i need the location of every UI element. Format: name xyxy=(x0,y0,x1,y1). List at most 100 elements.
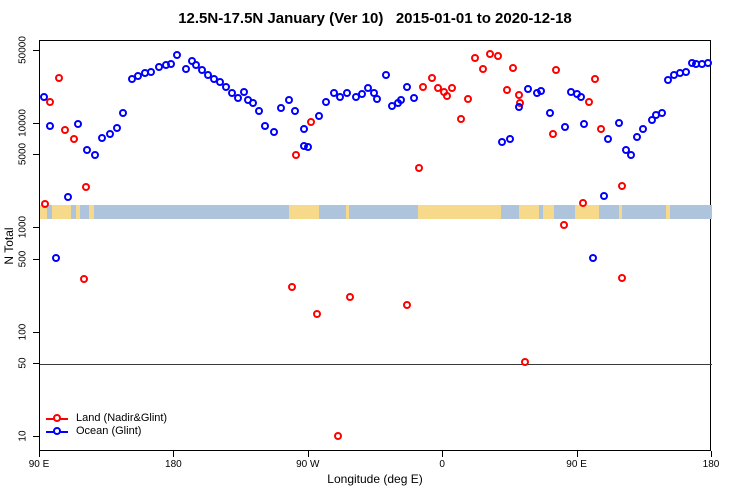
data-point xyxy=(248,99,257,108)
land-patch xyxy=(519,204,539,219)
x-tick xyxy=(307,451,309,457)
data-point xyxy=(172,51,181,60)
data-point xyxy=(45,122,54,131)
data-point xyxy=(41,200,50,209)
data-point xyxy=(443,92,452,101)
legend-label-land: Land (Nadir&Glint) xyxy=(76,412,168,424)
data-point xyxy=(396,96,405,105)
chart-title: 12.5N-17.5N January (Ver 10) 2015-01-01 … xyxy=(178,10,572,27)
data-point xyxy=(617,274,626,283)
data-point xyxy=(322,98,331,107)
land-patch xyxy=(665,204,671,219)
data-point xyxy=(269,128,278,137)
data-point xyxy=(51,254,60,263)
y-tick xyxy=(33,154,39,156)
data-point xyxy=(54,74,63,83)
y-tick xyxy=(33,227,39,229)
data-point xyxy=(260,122,269,131)
x-tick xyxy=(173,451,175,457)
x-tick-label: 180 xyxy=(702,459,720,470)
data-point xyxy=(133,72,142,81)
data-point xyxy=(307,118,316,127)
data-point xyxy=(508,64,517,73)
data-point xyxy=(552,66,561,75)
data-point xyxy=(498,138,507,147)
data-point xyxy=(428,74,437,83)
data-point xyxy=(166,60,175,69)
data-point xyxy=(45,98,54,107)
land-patch xyxy=(40,204,48,219)
data-point xyxy=(561,122,570,131)
x-tick-label: 90 E xyxy=(28,459,50,470)
data-point xyxy=(222,83,231,92)
data-point xyxy=(523,85,532,94)
data-point xyxy=(381,71,390,80)
data-point xyxy=(314,112,323,121)
data-point xyxy=(292,151,301,160)
data-point xyxy=(329,89,338,98)
data-point xyxy=(74,120,83,129)
x-tick-label: 90 E xyxy=(566,459,587,470)
data-point xyxy=(216,78,225,87)
land-patch xyxy=(75,204,81,219)
data-point xyxy=(622,146,631,155)
plot-area: Land (Nadir&Glint) Ocean (Glint) xyxy=(39,40,713,451)
data-point xyxy=(658,109,667,118)
y-tick xyxy=(33,363,39,365)
land-patch xyxy=(543,204,554,219)
data-point xyxy=(277,104,286,113)
data-point xyxy=(559,220,568,229)
data-point xyxy=(343,89,352,98)
data-point xyxy=(119,109,128,118)
land-patch xyxy=(619,204,623,219)
data-point xyxy=(60,126,69,135)
world-map-strip xyxy=(40,204,712,219)
land-patch xyxy=(346,204,350,219)
data-point xyxy=(549,130,558,139)
data-point xyxy=(471,54,480,63)
land-patch xyxy=(51,204,72,219)
data-point xyxy=(514,91,523,99)
data-point xyxy=(456,115,465,124)
data-point xyxy=(154,63,163,72)
data-point xyxy=(81,183,90,192)
data-point xyxy=(478,65,487,74)
x-tick xyxy=(576,451,578,457)
y-tick xyxy=(33,436,39,438)
data-point xyxy=(410,94,419,103)
data-point xyxy=(419,83,428,92)
y-tick xyxy=(33,258,39,260)
data-point xyxy=(414,164,423,173)
data-point xyxy=(234,94,242,103)
data-point xyxy=(290,107,299,116)
data-point xyxy=(346,293,354,302)
data-point xyxy=(198,66,207,75)
data-point xyxy=(589,254,598,263)
land-patch xyxy=(289,204,320,219)
data-point xyxy=(63,193,72,202)
x-tick-label: 90 W xyxy=(296,459,320,470)
y-axis-title: N Total xyxy=(2,227,16,265)
data-point xyxy=(514,103,523,112)
data-point xyxy=(228,89,237,98)
x-tick-label: 180 xyxy=(165,459,182,470)
data-point xyxy=(647,116,656,125)
x-tick xyxy=(39,451,40,457)
data-point xyxy=(83,146,92,155)
data-point xyxy=(520,357,529,366)
data-point xyxy=(90,151,99,160)
data-point xyxy=(638,125,647,134)
data-point xyxy=(284,96,293,105)
data-point xyxy=(98,134,107,143)
data-point xyxy=(181,65,190,74)
y-tick xyxy=(33,122,39,124)
ocean-legend-marker-icon xyxy=(46,427,68,435)
x-tick xyxy=(711,451,712,457)
data-point xyxy=(313,309,322,318)
data-point xyxy=(357,90,366,99)
data-point xyxy=(105,130,114,139)
data-point xyxy=(502,86,511,95)
data-point xyxy=(335,93,344,102)
data-point xyxy=(546,109,555,118)
